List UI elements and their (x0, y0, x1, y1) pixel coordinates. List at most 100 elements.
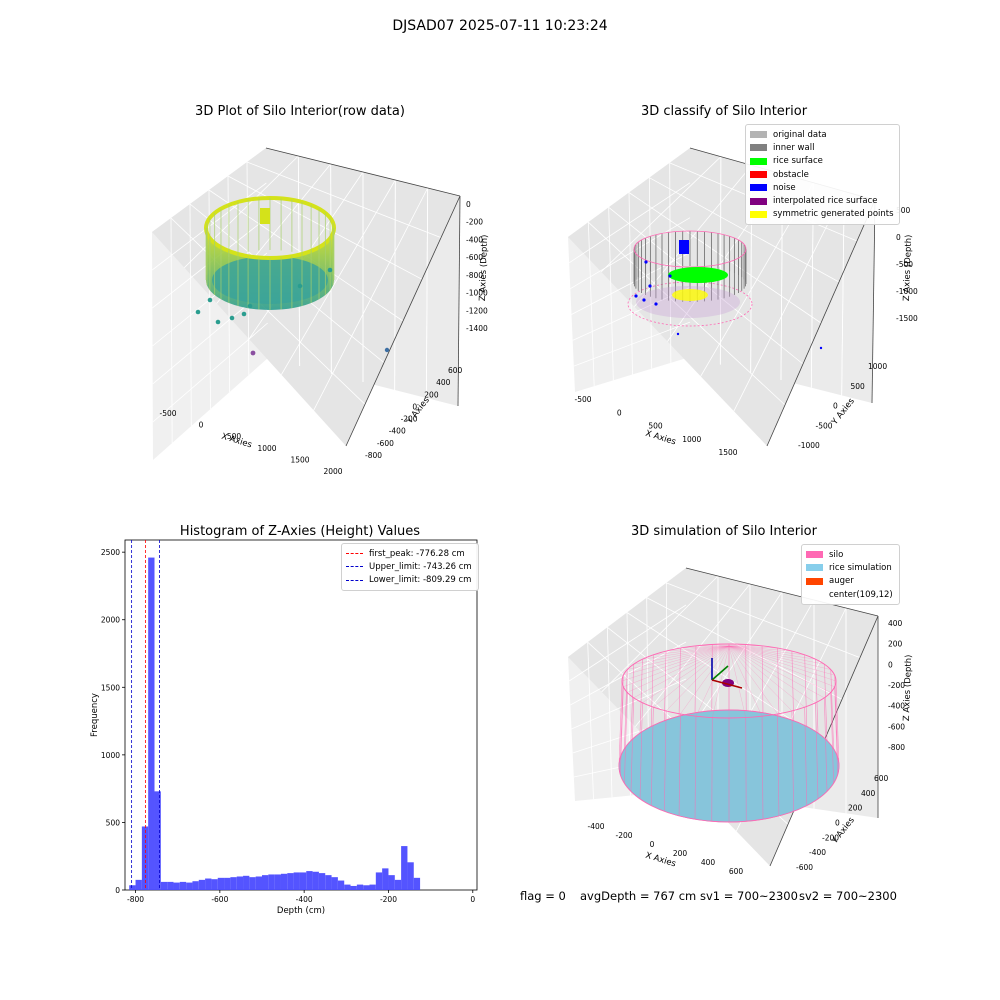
classify-y-tick-label: 1000 (868, 362, 887, 371)
classify-z-tick-label: -500 (896, 260, 913, 269)
sim-z-tick-label: 0 (888, 660, 893, 669)
sim-silo-roof-wire (728, 645, 746, 718)
raw-x-tick-label: 0 (199, 421, 204, 430)
hist-legend-item: first_peak: -776.28 cm (346, 547, 474, 560)
sim-y-tick-label: -400 (809, 848, 826, 857)
sim-z-tick-label: -800 (888, 743, 905, 752)
sim-x-tick-label: 200 (673, 849, 688, 858)
raw-grid-line (152, 322, 268, 423)
hist-bar (154, 791, 161, 890)
simulation-legend: silo rice simulation auger center(109,12) (801, 544, 900, 606)
sim-silo-roof-wire (653, 645, 730, 708)
hist-bar (299, 872, 307, 890)
classify-y-tick-label: -1000 (798, 441, 820, 450)
classify-noise-point (668, 274, 672, 278)
hist-legend-swatch (346, 553, 363, 555)
sim-silo-wire (650, 707, 654, 806)
classify-legend-label: interpolated rice surface (773, 196, 878, 207)
classify-grid-line (573, 321, 691, 367)
classify-legend-swatch (750, 157, 767, 165)
sim-legend-label: rice simulation (829, 562, 892, 573)
raw-scatter-point (241, 311, 247, 317)
sim-y-tick-label: 0 (835, 819, 840, 828)
sim-legend-swatch (806, 577, 823, 585)
sim-legend-item: silo (806, 548, 895, 561)
sim-silo-wire (620, 686, 624, 775)
sim-legend-item: center(109,12) (806, 588, 895, 601)
sim-silo-wire (664, 651, 667, 721)
sim-silo-wire (815, 659, 819, 734)
raw-scatter-point (247, 303, 253, 309)
histogram-title: Histogram of Z-Axies (Height) Values (179, 524, 421, 539)
raw-x-axis-line (345, 195, 461, 447)
hist-bar (192, 881, 199, 890)
sim-silo-wire (777, 713, 780, 816)
hist-bar (217, 877, 225, 890)
classify-legend-label: inner wall (773, 142, 815, 153)
hist-bar (382, 868, 389, 890)
raw-y-tick-label: -200 (401, 415, 418, 424)
classify-y-tick-label: 500 (851, 382, 866, 391)
hist-bar (179, 881, 187, 890)
sim-silo-wire (624, 669, 628, 749)
sim-silo-wire (834, 675, 838, 758)
classify-legend-swatch (750, 171, 767, 179)
sim-silo-roof-wire (642, 645, 730, 703)
sim-silo-roof-wire (642, 645, 730, 660)
sim-silo-roof-wire (728, 645, 825, 698)
hist-x-tick-label: -400 (296, 895, 313, 904)
classify-legend: original data inner wall rice surface obsta… (745, 124, 900, 226)
classify-legend-item: symmetric generated points (750, 208, 895, 221)
status-flag: flag = 0 (520, 889, 566, 903)
raw-y-axis-label: Y Axies (404, 395, 432, 427)
raw-y-tick-label: 600 (448, 366, 463, 375)
sim-y-tick-label: -200 (822, 833, 839, 842)
hist-bar (407, 862, 414, 890)
sim-silo-roof-wire (623, 645, 730, 687)
sim-silo-wire (835, 680, 840, 767)
raw-grid-line (425, 187, 429, 399)
sim-x-tick-label: -200 (615, 831, 632, 840)
raw-z-tick-label: -600 (466, 253, 483, 262)
sim-silo-rim (621, 643, 837, 719)
hist-y-tick-label: 0 (115, 886, 120, 895)
raw-z-tick-label: -1400 (466, 324, 488, 333)
hist-x-tick-label: -800 (127, 895, 144, 904)
hist-bar (356, 884, 364, 890)
classify-y-tick-label: 0 (833, 402, 838, 411)
sim-y-tick-label: 600 (874, 774, 889, 783)
sim-y-tick-label: 400 (861, 789, 876, 798)
sim-silo-wire (791, 710, 794, 812)
hist-bar (186, 882, 193, 890)
raw-scatter-point (229, 315, 235, 321)
hist-y-tick-label: 1000 (101, 751, 120, 760)
raw-y-tick-label: -600 (377, 439, 394, 448)
hist-y-tick-label: 500 (106, 818, 121, 827)
raw-x-tick-label: 2000 (323, 467, 342, 476)
classify-noise-point (634, 294, 638, 298)
hist-bar (243, 875, 250, 890)
hist-bar (369, 884, 376, 890)
raw-obstacle-points (260, 208, 270, 224)
classify-legend-label: original data (773, 129, 827, 140)
classify-z-tick-label: 500 (896, 206, 911, 215)
hist-y-tick-label: 2000 (101, 616, 120, 625)
simulation-plot-title: 3D simulation of Silo Interior (631, 524, 817, 539)
classify-noise-cluster (679, 240, 689, 254)
sim-silo-wire (678, 648, 681, 717)
sim-silo-wire (678, 713, 681, 816)
classify-z-tick-label: -1500 (896, 314, 918, 323)
sim-silo-wire (804, 654, 808, 727)
raw-grid-line (246, 161, 442, 239)
sim-silo-roof-wire (728, 645, 825, 665)
hist-bar (205, 878, 212, 890)
sim-silo-wire (761, 716, 764, 820)
raw-x-tick-label: 1000 (257, 444, 276, 453)
sim-z-tick-label: -600 (888, 722, 905, 731)
sim-silo-wire (630, 697, 634, 792)
raw-y-tick-label: -400 (389, 427, 406, 436)
hist-bar (325, 875, 332, 890)
hist-x-tick-label: 0 (470, 895, 475, 904)
classify-interpolated-surface (636, 286, 740, 318)
sim-silo-wire (650, 654, 654, 727)
